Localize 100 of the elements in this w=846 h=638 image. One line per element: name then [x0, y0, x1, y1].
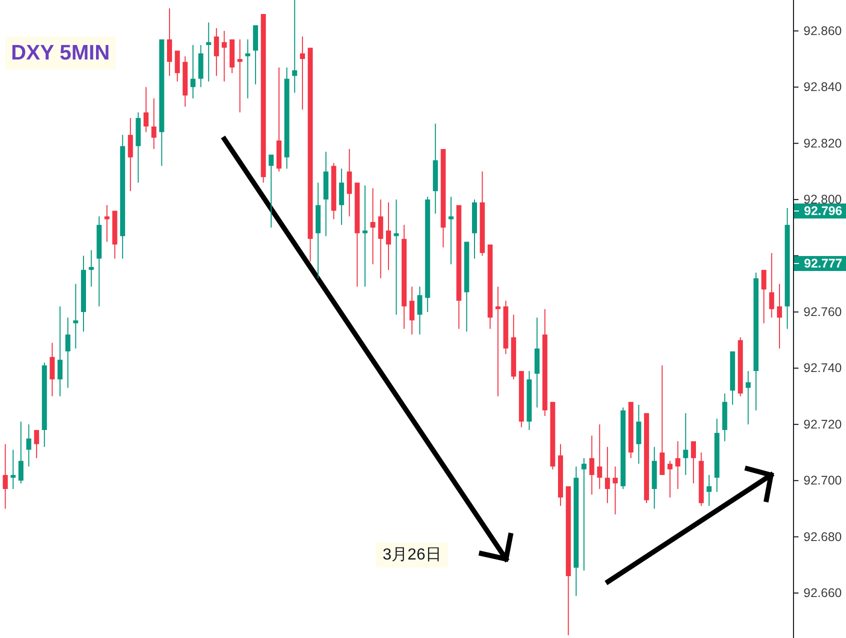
candlestick — [144, 87, 149, 132]
candlestick — [276, 67, 282, 172]
candlestick — [464, 242, 470, 332]
candlestick — [316, 182, 321, 278]
candlestick — [668, 460, 672, 498]
text: DXY 5MIN — [11, 42, 110, 64]
candlestick — [370, 188, 376, 264]
candlestick — [675, 441, 680, 490]
candlestick — [456, 205, 462, 329]
candlestick — [167, 8, 172, 76]
candlestick — [518, 370, 524, 428]
candlestick — [628, 402, 634, 458]
y-tick-label: 92.700 — [804, 474, 842, 488]
candlestick — [268, 154, 274, 228]
candlestick — [308, 48, 313, 262]
candlestick — [34, 430, 40, 458]
candlestick — [746, 370, 751, 424]
y-tick-label: 92.680 — [804, 530, 842, 544]
candlestick — [174, 50, 180, 82]
candlestick — [402, 224, 407, 329]
candlestick — [112, 210, 118, 259]
candlestick — [198, 44, 204, 88]
candlestick — [362, 186, 368, 287]
candlestick — [738, 337, 743, 396]
annotation: 3月26日 — [382, 546, 442, 564]
candlestick — [190, 44, 196, 98]
candlestick — [636, 404, 642, 464]
candlestick — [550, 402, 556, 470]
candlestick — [237, 39, 242, 112]
candlestick — [42, 362, 47, 447]
candlestick — [432, 124, 438, 214]
candlestick — [566, 486, 571, 636]
candlestick — [284, 67, 290, 169]
candlestick — [346, 148, 352, 216]
candlestick — [698, 452, 704, 506]
candlestick — [10, 450, 16, 490]
candlestick — [644, 413, 650, 504]
candlestick — [378, 200, 384, 278]
candlestick — [81, 256, 86, 332]
candlestick — [503, 300, 508, 354]
y-tick-label: 92.720 — [804, 417, 842, 432]
candlestick — [761, 270, 766, 324]
candlestick — [526, 370, 532, 430]
candlestick — [245, 39, 250, 98]
y-tick-label: 92.860 — [804, 24, 842, 38]
candlestick — [754, 272, 759, 410]
candlestick — [597, 424, 602, 490]
candlestick — [511, 314, 516, 380]
candlestick — [96, 216, 102, 306]
candlestick — [542, 309, 548, 416]
y-tick-label: 92.760 — [804, 304, 842, 319]
candlestick — [58, 306, 63, 396]
candlestick — [784, 208, 790, 329]
candlestick — [714, 418, 720, 492]
candlestick — [730, 351, 736, 405]
candlestick — [88, 250, 94, 287]
candlestick — [128, 118, 133, 192]
y-tick-label: 92.800 — [804, 192, 842, 207]
y-tick-label: 92.820 — [804, 136, 842, 150]
candlestick — [151, 98, 156, 149]
candlestick — [2, 444, 8, 509]
candlestick — [50, 342, 55, 396]
candlestick — [690, 441, 696, 484]
candlestick — [660, 365, 665, 475]
candlestick — [230, 39, 235, 74]
y-tick-label: 92.840 — [804, 80, 842, 94]
candlestick — [612, 466, 618, 514]
candlestick — [480, 171, 485, 256]
candlestick — [440, 148, 446, 248]
candlestick — [472, 200, 477, 259]
candlestick — [620, 408, 626, 490]
candlestick — [323, 152, 328, 236]
candlestick — [488, 244, 493, 329]
candlestick — [417, 286, 422, 334]
candlestick — [581, 458, 586, 571]
candlestick — [136, 112, 141, 183]
candlestick — [776, 284, 782, 349]
candlestick — [206, 22, 212, 82]
candlestick — [104, 205, 110, 242]
candlestick — [722, 393, 728, 442]
candlestick — [394, 200, 399, 315]
candlestick — [18, 422, 24, 484]
candlestick — [448, 196, 454, 264]
candlestick — [683, 413, 688, 475]
candlestick — [495, 286, 500, 396]
candlestick — [425, 196, 430, 312]
candlestick — [386, 202, 391, 270]
candlestick — [339, 168, 344, 225]
candlestick — [120, 134, 126, 259]
y-tick-label: 92.660 — [804, 586, 842, 600]
candlestick — [73, 284, 78, 349]
candlestick — [409, 286, 414, 334]
candlestick — [214, 28, 219, 76]
text: 92.777 — [804, 256, 842, 270]
candlestick — [260, 14, 266, 183]
candlestick — [574, 466, 579, 596]
candlestick — [706, 474, 712, 506]
candlestick — [222, 30, 227, 82]
candlestick — [558, 444, 564, 506]
candlestick — [65, 318, 70, 388]
